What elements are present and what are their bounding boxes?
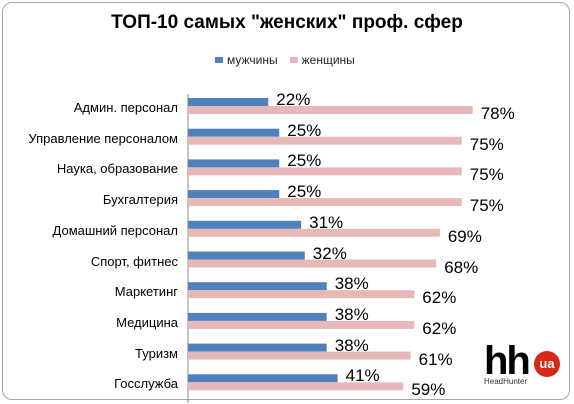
category-label: Наука, образование: [56, 161, 178, 177]
data-label-women: 59%: [411, 380, 446, 400]
logo-subtitle: HeadHunter: [484, 377, 528, 386]
data-label-men: 38%: [334, 335, 369, 355]
data-label-men: 25%: [287, 120, 322, 140]
bar-women: [188, 351, 411, 360]
logo-badge: ua: [534, 351, 560, 377]
bar-men: [188, 190, 280, 199]
legend-item-women: женщины: [289, 53, 355, 67]
bar-men: [188, 374, 338, 383]
data-label-women: 78%: [480, 104, 515, 123]
data-label-women: 75%: [469, 165, 504, 185]
legend-swatch-women: [289, 57, 298, 63]
category-label: Маркетинг: [114, 284, 178, 300]
bar-men: [188, 128, 280, 137]
bar-women: [188, 198, 462, 207]
bar-men: [188, 251, 305, 260]
bar-men: [188, 98, 269, 106]
data-label-men: 31%: [309, 212, 344, 232]
category-label: Туризм: [135, 345, 178, 361]
category-label: Спорт, фитнес: [90, 253, 178, 269]
bar-women: [188, 106, 473, 114]
data-label-men: 38%: [334, 274, 369, 294]
category-label: Медицина: [116, 314, 178, 330]
headhunter-logo: hh ua HeadHunter: [484, 339, 564, 389]
legend-swatch-men: [215, 57, 223, 63]
bar-women: [188, 320, 415, 329]
bar-women: [188, 167, 462, 176]
data-label-women: 75%: [469, 196, 504, 216]
bar-men: [188, 282, 327, 291]
bar-women: [188, 136, 462, 145]
data-label-men: 22%: [276, 90, 311, 109]
data-label-women: 69%: [447, 226, 482, 246]
chart-title: ТОП-10 самых "женских" проф. сфер: [111, 12, 463, 33]
chart-legend: мужчины женщины: [215, 53, 367, 67]
bar-women: [188, 228, 440, 237]
logo-text: hh: [484, 339, 531, 383]
bar-men: [188, 343, 327, 352]
bar-men: [188, 312, 327, 321]
bar-women: [188, 382, 404, 391]
data-label-men: 25%: [287, 151, 322, 171]
bar-women: [188, 290, 415, 299]
legend-item-men: мужчины: [215, 53, 278, 67]
data-label-men: 41%: [345, 366, 380, 386]
data-label-men: 38%: [334, 304, 369, 324]
category-label: Госслужба: [114, 376, 178, 392]
bar-men: [188, 159, 280, 168]
data-label-women: 62%: [422, 288, 457, 308]
data-label-women: 68%: [444, 257, 479, 277]
data-label-women: 61%: [418, 349, 453, 369]
category-label: Домашний персонал: [52, 222, 178, 238]
bar-men: [188, 220, 302, 229]
category-label: Админ. персонал: [73, 100, 178, 115]
legend-label-women: женщины: [301, 53, 355, 67]
category-label: Бухгалтерия: [102, 192, 178, 208]
data-label-women: 75%: [469, 134, 504, 154]
data-label-men: 25%: [287, 182, 322, 202]
legend-label-men: мужчины: [227, 53, 278, 67]
bar-women: [188, 259, 437, 268]
data-label-men: 32%: [312, 243, 347, 263]
data-label-women: 62%: [422, 318, 457, 338]
category-label: Управление персоналом: [28, 130, 178, 146]
